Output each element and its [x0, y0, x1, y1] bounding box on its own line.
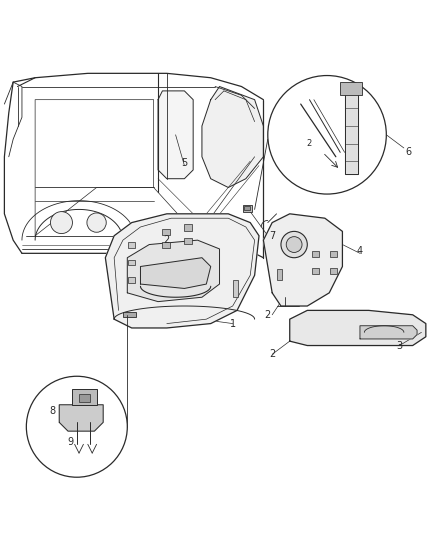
- Polygon shape: [344, 91, 357, 174]
- Bar: [162, 242, 170, 248]
- Circle shape: [50, 212, 72, 233]
- Bar: [128, 243, 134, 248]
- Text: 8: 8: [49, 406, 56, 416]
- Bar: [79, 394, 90, 402]
- Bar: [329, 268, 336, 274]
- Polygon shape: [127, 240, 219, 302]
- Bar: [123, 312, 136, 317]
- Circle shape: [286, 237, 301, 253]
- Bar: [243, 206, 250, 211]
- Text: 2: 2: [268, 349, 275, 359]
- Bar: [339, 82, 361, 95]
- Polygon shape: [289, 310, 425, 345]
- Bar: [232, 280, 237, 297]
- Bar: [72, 390, 96, 405]
- Bar: [311, 251, 318, 257]
- Polygon shape: [263, 214, 342, 306]
- Bar: [184, 238, 192, 244]
- Polygon shape: [140, 258, 210, 288]
- Bar: [329, 251, 336, 257]
- Polygon shape: [105, 214, 258, 328]
- Polygon shape: [359, 326, 416, 339]
- Bar: [128, 278, 134, 282]
- Text: 6: 6: [404, 147, 410, 157]
- Text: 2: 2: [264, 310, 270, 320]
- Polygon shape: [201, 86, 263, 188]
- Bar: [276, 269, 281, 280]
- Text: 3: 3: [396, 341, 402, 351]
- Bar: [242, 205, 252, 212]
- Polygon shape: [59, 405, 103, 431]
- Circle shape: [267, 76, 385, 194]
- Text: 4: 4: [356, 246, 362, 256]
- Bar: [162, 229, 170, 235]
- Bar: [311, 268, 318, 274]
- Circle shape: [87, 213, 106, 232]
- Bar: [128, 260, 134, 265]
- Text: 2: 2: [163, 235, 170, 245]
- Polygon shape: [158, 91, 193, 179]
- Circle shape: [26, 376, 127, 477]
- Text: 5: 5: [181, 158, 187, 168]
- Text: 1: 1: [229, 319, 235, 328]
- Text: 7: 7: [268, 231, 275, 241]
- Text: 9: 9: [67, 437, 73, 447]
- Circle shape: [280, 231, 307, 258]
- Bar: [184, 224, 192, 230]
- Text: 2: 2: [306, 139, 311, 148]
